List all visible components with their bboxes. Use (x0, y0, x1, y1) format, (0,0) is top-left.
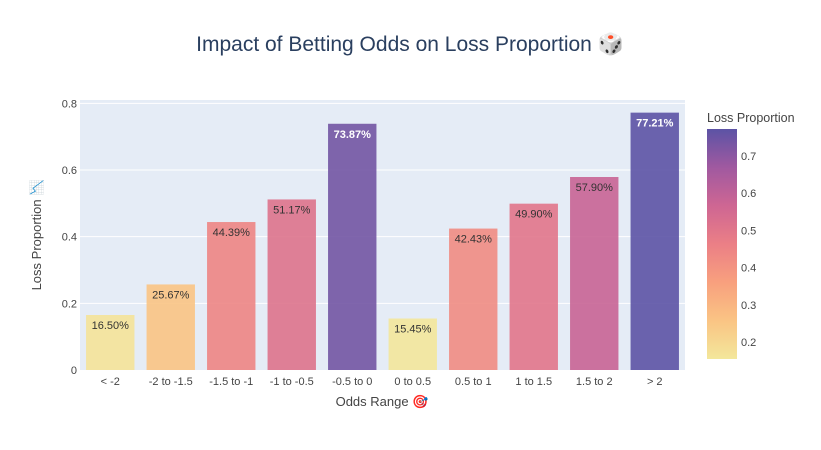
x-tick-label: 0 to 0.5 (394, 376, 431, 388)
x-axis-title: Odds Range 🎯 (336, 394, 429, 409)
bar-data-label: 42.43% (455, 234, 493, 246)
bar-data-label: 77.21% (636, 118, 674, 130)
bar (146, 284, 195, 370)
bar-data-label: 16.50% (92, 320, 130, 332)
bars (86, 112, 679, 371)
bar (388, 318, 437, 370)
x-tick-label: < -2 (101, 376, 120, 388)
x-tick-label: 1.5 to 2 (576, 376, 613, 388)
data-labels: 16.50% 25.67% 44.39% 51.17% 73.87% 15.45% 42.4… (92, 118, 674, 336)
y-tick-label: 0 (71, 365, 77, 377)
x-tick-label: 0.5 to 1 (455, 376, 492, 388)
bar-data-label: 57.90% (576, 182, 614, 194)
x-tick-label: > 2 (647, 376, 663, 388)
bar-data-label: 15.45% (394, 324, 432, 336)
bar-data-label: 51.17% (273, 204, 311, 216)
colorbar-tick-label: 0.6 (741, 188, 756, 200)
colorbar-tick-label: 0.4 (741, 263, 756, 275)
y-axis-ticks: 0 0.2 0.4 0.6 0.8 (62, 98, 77, 377)
bar-data-label: 44.39% (213, 227, 251, 239)
y-tick-label: 0.8 (62, 98, 77, 110)
bar (207, 222, 256, 370)
x-tick-label: -2 to -1.5 (149, 376, 193, 388)
y-axis-title: Loss Proportion 📉 (29, 180, 44, 291)
colorbar-tick-label: 0.7 (741, 151, 756, 163)
bar (328, 123, 377, 371)
x-tick-label: -1 to -0.5 (270, 376, 314, 388)
bar-data-label: 25.67% (152, 289, 190, 301)
y-tick-label: 0.2 (62, 298, 77, 310)
x-tick-label: -1.5 to -1 (209, 376, 253, 388)
colorbar-tick-label: 0.2 (741, 337, 756, 349)
bar (86, 315, 135, 370)
colorbar-title: Loss Proportion (707, 111, 795, 125)
bar-data-label: 49.90% (515, 209, 553, 221)
bar (630, 112, 679, 370)
y-tick-label: 0.6 (62, 165, 77, 177)
y-tick-label: 0.4 (62, 232, 77, 244)
x-tick-label: 1 to 1.5 (515, 376, 552, 388)
bar (449, 228, 498, 370)
bar (570, 177, 619, 370)
x-axis-ticks: < -2 -2 to -1.5 -1.5 to -1 -1 to -0.5 -0.5 t… (101, 376, 663, 388)
colorbar: Loss Proportion 0.2 0.3 0.4 0.5 0.6 0.7 (707, 111, 795, 359)
bar (509, 203, 558, 370)
colorbar-gradient (707, 129, 737, 359)
colorbar-tick-label: 0.5 (741, 225, 756, 237)
colorbar-ticks: 0.2 0.3 0.4 0.5 0.6 0.7 (741, 151, 756, 349)
x-tick-label: -0.5 to 0 (332, 376, 372, 388)
bar (267, 199, 316, 370)
colorbar-tick-label: 0.3 (741, 300, 756, 312)
bar-data-label: 73.87% (334, 129, 372, 141)
chart-title: Impact of Betting Odds on Loss Proportio… (196, 31, 624, 56)
